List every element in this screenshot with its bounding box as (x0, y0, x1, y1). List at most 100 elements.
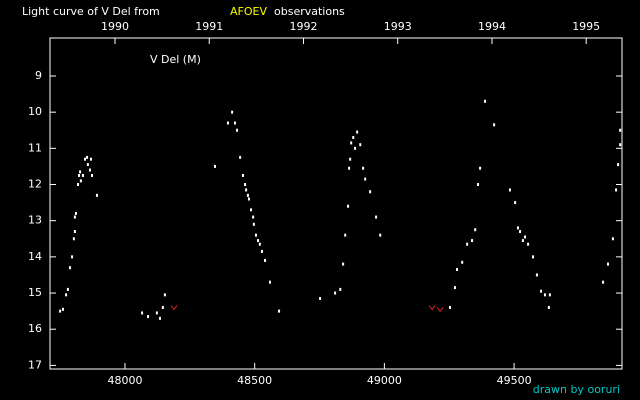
point (163, 293, 166, 297)
point (519, 230, 522, 234)
point (95, 193, 98, 197)
point (213, 164, 216, 168)
upper-limit-point (170, 305, 178, 311)
point (617, 163, 620, 167)
x2-tick-label: 1991 (195, 20, 223, 33)
point (73, 230, 76, 234)
point (369, 190, 372, 194)
point (268, 280, 271, 284)
point (65, 293, 68, 297)
point (77, 183, 80, 187)
point (73, 215, 76, 219)
point (547, 306, 550, 310)
point (349, 157, 352, 161)
point (456, 268, 459, 272)
point (61, 307, 64, 311)
point (147, 315, 150, 319)
y-tick-label: 12 (28, 178, 42, 191)
point (245, 188, 248, 192)
x-tick-label: 48500 (237, 374, 272, 387)
point (71, 255, 74, 259)
point (484, 99, 487, 103)
point (354, 146, 357, 150)
point (246, 193, 249, 197)
point (514, 201, 517, 205)
point (257, 239, 260, 243)
point (59, 309, 62, 313)
y-tick-label: 10 (28, 105, 42, 118)
point (252, 222, 255, 226)
point (375, 215, 378, 219)
point (244, 183, 247, 187)
point (161, 306, 164, 310)
point (339, 287, 342, 291)
point (68, 266, 71, 270)
x2-tick-label: 1995 (572, 20, 600, 33)
credit: drawn by ooruri (533, 383, 620, 396)
point (334, 291, 337, 295)
point (88, 168, 91, 172)
point (606, 262, 609, 266)
point (471, 239, 474, 243)
point (141, 311, 144, 315)
point (466, 242, 469, 246)
point (155, 311, 158, 315)
point (611, 237, 614, 241)
point (89, 157, 92, 161)
point (319, 296, 322, 300)
point (527, 242, 530, 246)
point (535, 273, 538, 277)
point (236, 128, 239, 132)
y-tick-label: 9 (35, 69, 42, 82)
point (158, 316, 161, 320)
point (364, 177, 367, 181)
point (479, 166, 482, 170)
upper-limit-point (428, 305, 436, 311)
x2-tick-label: 1993 (384, 20, 412, 33)
point (348, 166, 351, 170)
point (86, 155, 89, 159)
point (516, 226, 519, 230)
point (260, 249, 263, 253)
point (532, 255, 535, 259)
point (264, 258, 267, 262)
y-tick-label: 15 (28, 286, 42, 299)
point (250, 208, 253, 212)
point (247, 197, 250, 201)
y-tick-label: 14 (28, 250, 42, 263)
point (74, 211, 77, 215)
point (493, 123, 496, 127)
point (81, 173, 84, 177)
point (523, 235, 526, 239)
point (91, 173, 94, 177)
point (79, 170, 82, 174)
point (278, 309, 281, 313)
point (78, 173, 81, 177)
chart-title: Light curve of V Del from (22, 5, 160, 18)
point (356, 130, 359, 134)
point (254, 233, 257, 237)
point (543, 293, 546, 297)
point (521, 239, 524, 243)
x2-tick-label: 1992 (289, 20, 317, 33)
point (359, 143, 362, 147)
point (347, 204, 350, 208)
point (352, 135, 355, 139)
point (453, 286, 456, 290)
point (461, 260, 464, 264)
point (233, 121, 236, 125)
y-tick-label: 16 (28, 322, 42, 335)
annotation: V Del (M) (150, 53, 201, 66)
point (86, 163, 89, 167)
upper-limit-point (436, 307, 444, 313)
point (226, 121, 229, 125)
x-tick-label: 48000 (107, 374, 142, 387)
x2-tick-label: 1994 (478, 20, 506, 33)
point (615, 188, 618, 192)
x-tick-label: 49000 (367, 374, 402, 387)
point (449, 306, 452, 310)
plot-frame (49, 37, 623, 370)
point (508, 188, 511, 192)
point (79, 179, 82, 183)
